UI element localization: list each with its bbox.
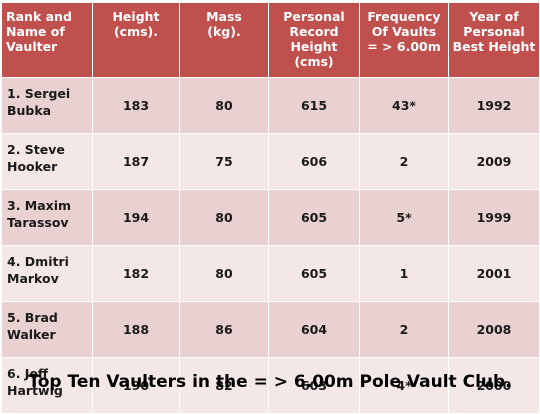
- frequency-cell: 2: [359, 301, 449, 358]
- vaulter-name: 2. Steve Hooker: [1, 133, 93, 190]
- table-row: 5. Brad Walker 188 86 604 2 2008: [1, 301, 540, 358]
- frequency-cell: 4*: [359, 357, 449, 414]
- record-cell: 605: [268, 189, 360, 246]
- height-cell: 183: [92, 77, 180, 134]
- record-cell: 604: [268, 301, 360, 358]
- frequency-cell: 1: [359, 245, 449, 302]
- year-cell: 2001: [448, 245, 540, 302]
- table-header-row: Rank and Name of Vaulter Height (cms). M…: [1, 2, 540, 78]
- year-cell: 2009: [448, 133, 540, 190]
- header-height: Height (cms).: [92, 2, 180, 78]
- mass-cell: 86: [179, 301, 269, 358]
- table-row: 2. Steve Hooker 187 75 606 2 2009: [1, 133, 540, 190]
- table-row: 4. Dmitri Markov 182 80 605 1 2001: [1, 245, 540, 302]
- record-cell: 606: [268, 133, 360, 190]
- table-row: 3. Maxim Tarassov 194 80 605 5* 1999: [1, 189, 540, 246]
- header-mass: Mass (kg).: [179, 2, 269, 78]
- frequency-cell: 5*: [359, 189, 449, 246]
- header-record-height: Personal Record Height (cms): [268, 2, 360, 78]
- vaulter-name: 4. Dmitri Markov: [1, 245, 93, 302]
- mass-cell: 80: [179, 189, 269, 246]
- year-cell: 2008: [448, 301, 540, 358]
- frequency-cell: 2: [359, 133, 449, 190]
- vaulter-name: 6. Jeff Hartwig: [1, 357, 93, 414]
- height-cell: 194: [92, 189, 180, 246]
- record-cell: 615: [268, 77, 360, 134]
- table-row: 6. Jeff Hartwig 190 82 603 4* 2000: [1, 357, 540, 414]
- height-cell: 188: [92, 301, 180, 358]
- year-cell: 1992: [448, 77, 540, 134]
- vaulter-name: 3. Maxim Tarassov: [1, 189, 93, 246]
- header-year: Year of Personal Best Height: [448, 2, 540, 78]
- mass-cell: 80: [179, 245, 269, 302]
- height-cell: 187: [92, 133, 180, 190]
- table-caption: Top Ten Vaulters in the = > 6.00m Pole V…: [28, 372, 512, 392]
- height-cell: 182: [92, 245, 180, 302]
- mass-cell: 80: [179, 77, 269, 134]
- mass-cell: 75: [179, 133, 269, 190]
- table-row: 1. Sergei Bubka 183 80 615 43* 1992: [1, 77, 540, 134]
- header-rank-name: Rank and Name of Vaulter: [1, 2, 93, 78]
- vaulter-name: 5. Brad Walker: [1, 301, 93, 358]
- vaulter-name: 1. Sergei Bubka: [1, 77, 93, 134]
- height-cell: 190: [92, 357, 180, 414]
- frequency-cell: 43*: [359, 77, 449, 134]
- mass-cell: 82: [179, 357, 269, 414]
- record-cell: 603: [268, 357, 360, 414]
- header-frequency: Frequency Of Vaults = > 6.00m: [359, 2, 449, 78]
- record-cell: 605: [268, 245, 360, 302]
- year-cell: 1999: [448, 189, 540, 246]
